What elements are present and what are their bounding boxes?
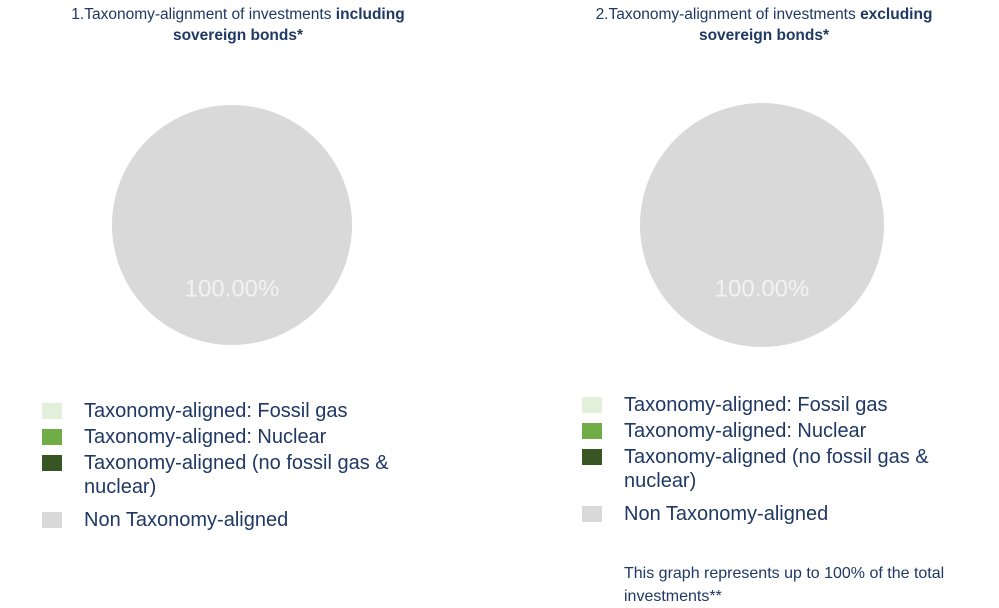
- legend-swatch: [42, 429, 62, 445]
- legend-label: Taxonomy-aligned (no fossil gas & nuclea…: [84, 452, 389, 498]
- note: This graph represents up to 100% of the …: [624, 565, 945, 605]
- title-text: 2.Taxonomy-alignment of investments: [595, 6, 856, 23]
- legend-item: Taxonomy-aligned (no fossil gas & nuclea…: [42, 451, 462, 499]
- legend: Taxonomy-aligned: Fossil gas Taxonomy-ali…: [42, 399, 462, 534]
- legend-swatch: [42, 512, 62, 528]
- legend-item: Taxonomy-aligned: Fossil gas: [582, 393, 982, 417]
- title-bold: including: [335, 6, 405, 23]
- title-bold: excluding: [860, 6, 933, 23]
- title-bold: sovereign bonds*: [698, 27, 830, 44]
- data-label: 100.00%: [185, 275, 280, 302]
- legend-swatch: [582, 397, 602, 413]
- legend-item: Non Taxonomy-aligned: [582, 502, 982, 526]
- legend-swatch: [42, 455, 62, 471]
- pie-slice: [640, 103, 884, 347]
- legend-label: Taxonomy-aligned: Fossil gas: [624, 394, 888, 416]
- pie-slice: [112, 105, 352, 345]
- title-text: 1.Taxonomy-alignment of investments: [71, 6, 332, 23]
- legend-swatch: [582, 449, 602, 465]
- legend-swatch: [582, 506, 602, 522]
- legend-item: Taxonomy-aligned: Fossil gas: [42, 399, 462, 423]
- legend: Taxonomy-aligned: Fossil gas Taxonomy-ali…: [582, 393, 982, 528]
- title-bold: sovereign bonds*: [172, 27, 304, 44]
- legend-item: Taxonomy-aligned: Nuclear: [42, 425, 462, 449]
- legend-label: Taxonomy-aligned (no fossil gas & nuclea…: [624, 446, 929, 492]
- legend-label: Non Taxonomy-aligned: [84, 509, 289, 531]
- chart-title: 1.Taxonomy-alignment of investments incl…: [0, 4, 488, 46]
- legend-item: Taxonomy-aligned: Nuclear: [582, 419, 982, 443]
- legend-item: Non Taxonomy-aligned: [42, 508, 462, 532]
- legend-label: Non Taxonomy-aligned: [624, 503, 829, 525]
- legend-label: Taxonomy-aligned: Fossil gas: [84, 400, 348, 422]
- legend-swatch: [582, 423, 602, 439]
- legend-label: Taxonomy-aligned: Nuclear: [84, 426, 327, 448]
- legend-swatch: [42, 403, 62, 419]
- data-label: 100.00%: [715, 275, 810, 302]
- legend-label: Taxonomy-aligned: Nuclear: [624, 420, 867, 442]
- legend-item: Taxonomy-aligned (no fossil gas & nuclea…: [582, 445, 982, 493]
- chart-title: 2.Taxonomy-alignment of investments excl…: [514, 4, 999, 46]
